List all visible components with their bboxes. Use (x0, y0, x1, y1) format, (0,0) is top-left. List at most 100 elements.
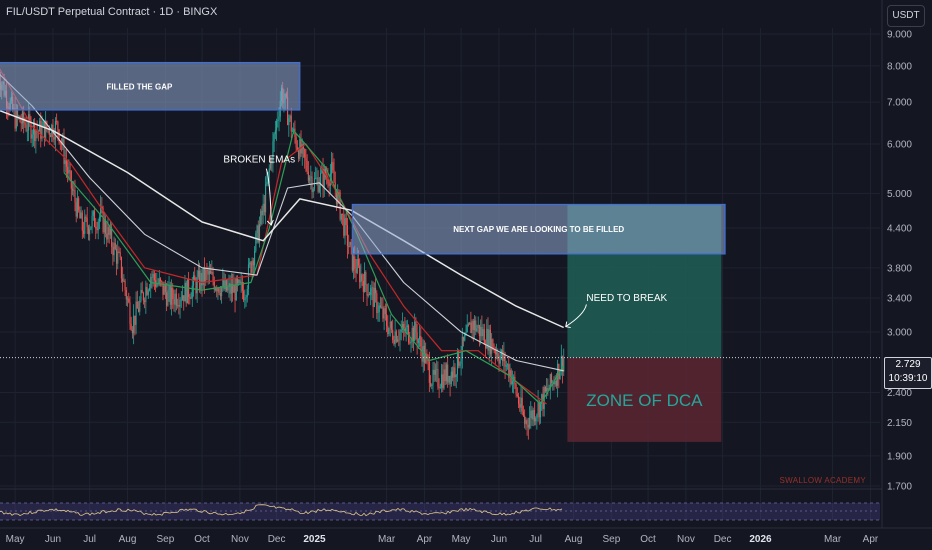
candle-body (506, 364, 509, 366)
candle-body (229, 283, 231, 294)
annotation-broken-emas: BROKEN EMAs (223, 155, 295, 166)
candle-body (486, 328, 488, 349)
candle-body (169, 285, 171, 305)
candle-body (370, 288, 372, 296)
candle-body (516, 394, 518, 396)
zones-labels: FILLED THE GAP NEXT GAP WE ARE LOOKING TO… (0, 61, 726, 410)
candle-body (350, 241, 352, 246)
x-tick-label: Apr (417, 534, 433, 545)
candle-body (276, 120, 278, 131)
x-tick-label: Oct (194, 534, 210, 545)
candle-body (553, 381, 555, 385)
candle-body (441, 374, 443, 388)
candle-body (243, 290, 245, 301)
candle-body (236, 278, 239, 284)
candle-body (550, 374, 553, 383)
chart-title: FIL/USDT Perpetual Contract · 1D · BINGX (6, 6, 218, 18)
time-axis[interactable]: May Jun Jul Aug Sep Oct Nov Dec 2025 Mar Apr May Jun… (0, 527, 932, 545)
candle-body (372, 287, 374, 307)
candle-body (515, 384, 517, 395)
y-tick-label: 7.000 (887, 98, 912, 109)
x-tick-label: Nov (677, 534, 695, 545)
candle-body (208, 271, 210, 275)
candle-body (14, 108, 16, 129)
candle-body (445, 364, 447, 382)
candle-body (400, 329, 402, 332)
candle-body (335, 189, 338, 204)
currency-button[interactable]: USDT (887, 5, 925, 27)
x-tick-label: Dec (268, 534, 286, 545)
candle-body (536, 414, 538, 419)
candle-body (295, 136, 297, 148)
candle-body (59, 142, 61, 144)
candle-body (520, 397, 522, 408)
candle-body (118, 251, 120, 253)
y-tick-label: 2.150 (887, 418, 912, 429)
candle-body (365, 272, 367, 285)
candle-body (549, 374, 551, 390)
candle-body (79, 210, 81, 219)
candle-body (252, 260, 254, 266)
candle-body (362, 280, 364, 292)
candle-body (167, 290, 169, 306)
candle-body (361, 274, 363, 281)
candles-layer (0, 71, 565, 440)
x-tick-label: Oct (640, 534, 656, 545)
candle-body (218, 288, 220, 294)
candle-body (158, 278, 160, 284)
candle-body (48, 128, 50, 135)
candle-body (90, 226, 92, 230)
candle-body (214, 288, 217, 290)
candle-body (125, 289, 127, 300)
candle-body (19, 116, 21, 122)
osc-line (0, 504, 563, 517)
candle-body (113, 242, 115, 256)
candle-body (444, 369, 446, 382)
candle-body (201, 272, 203, 286)
candle-body (386, 313, 388, 326)
candle-body (191, 285, 193, 299)
candle-body (472, 321, 474, 330)
oscillator-panel (0, 488, 882, 521)
candle-body (148, 287, 151, 291)
candle-body (373, 287, 375, 307)
candle-body (469, 322, 471, 325)
candle-body (502, 350, 504, 362)
price-axis[interactable]: 9.000 8.000 7.000 6.000 5.000 4.400 3.800 3.400… (881, 0, 912, 528)
candle-body (126, 298, 129, 300)
candle-body (555, 380, 557, 386)
candle-body (288, 118, 290, 125)
candle-body (410, 341, 412, 344)
candle-body (487, 328, 489, 351)
candle-body (417, 339, 419, 344)
candle-body (35, 130, 37, 142)
candle-body (394, 331, 396, 344)
candle-body (405, 327, 407, 333)
candle-body (309, 177, 311, 181)
x-tick-label: Jun (45, 534, 61, 545)
candle-body (307, 171, 309, 181)
candle-body (273, 133, 275, 142)
candle-body (49, 134, 52, 138)
candle-body (505, 365, 507, 367)
candle-body (437, 369, 439, 387)
candle-body (185, 282, 187, 304)
candle-body (71, 188, 74, 191)
candle-body (379, 305, 382, 308)
candle-body (130, 324, 132, 330)
candle-body (135, 301, 137, 325)
candle-body (498, 359, 500, 364)
x-tick-label: May (452, 534, 471, 545)
candle-body (473, 320, 476, 330)
candle-body (92, 211, 94, 216)
candle-body (334, 182, 336, 190)
candle-body (333, 170, 335, 183)
candle-body (53, 137, 55, 140)
candle-body (64, 160, 66, 165)
candle-body (509, 370, 511, 378)
candle-body (489, 329, 491, 354)
ema-green-line (63, 130, 565, 405)
annotations-layer: BROKEN EMAs NEED TO BREAK (223, 155, 668, 329)
candle-body (91, 215, 93, 227)
